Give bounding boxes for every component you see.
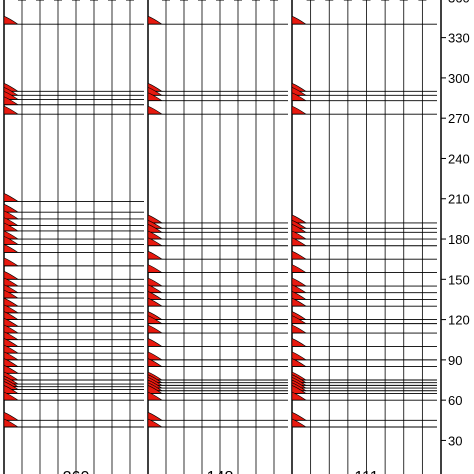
y-tick-label: 30 (448, 433, 462, 448)
trace-peak (147, 264, 163, 273)
y-tick-label: 300 (448, 71, 470, 86)
trace-peak (291, 277, 307, 287)
trace-peak (147, 105, 163, 115)
trace-peak (147, 250, 163, 260)
y-tick-label: 240 (448, 151, 470, 166)
trace-peak (291, 15, 307, 25)
trace-peak (147, 338, 163, 347)
panel-label: 148 (207, 469, 234, 474)
trace-peak (291, 411, 307, 421)
trace-peak (3, 15, 19, 25)
trace-peak (147, 351, 163, 361)
trace-peak (3, 105, 19, 115)
trace-peak (3, 203, 19, 213)
y-tick-label: 150 (448, 272, 470, 287)
trace-peak (3, 411, 19, 421)
y-tick-label: 120 (448, 313, 470, 328)
y-tick-label: 180 (448, 232, 470, 247)
y-tick-label: 360 (448, 0, 470, 5)
trace-peak (147, 411, 163, 421)
trace-peak (3, 257, 19, 267)
y-tick-label: 330 (448, 31, 470, 46)
panel-label: 111 (354, 469, 378, 474)
trace-peak (291, 264, 307, 273)
y-tick-label: 60 (448, 393, 462, 408)
trace-peak (291, 324, 307, 334)
trace-peak (3, 244, 19, 253)
y-tick-label: 270 (448, 111, 470, 126)
trace-peak (291, 105, 307, 115)
trace-peak (291, 250, 307, 260)
trace-peak (291, 338, 307, 347)
trace-peak (147, 15, 163, 25)
trace-peak (147, 324, 163, 334)
trace-peak (3, 192, 19, 202)
trace-peak (147, 277, 163, 287)
y-tick-label: 210 (448, 192, 470, 207)
y-tick-label: 90 (448, 353, 462, 368)
panel-label: 260 (63, 469, 90, 474)
trace-peak (3, 297, 19, 307)
trace-peak (291, 351, 307, 361)
trace-peak (3, 270, 19, 280)
